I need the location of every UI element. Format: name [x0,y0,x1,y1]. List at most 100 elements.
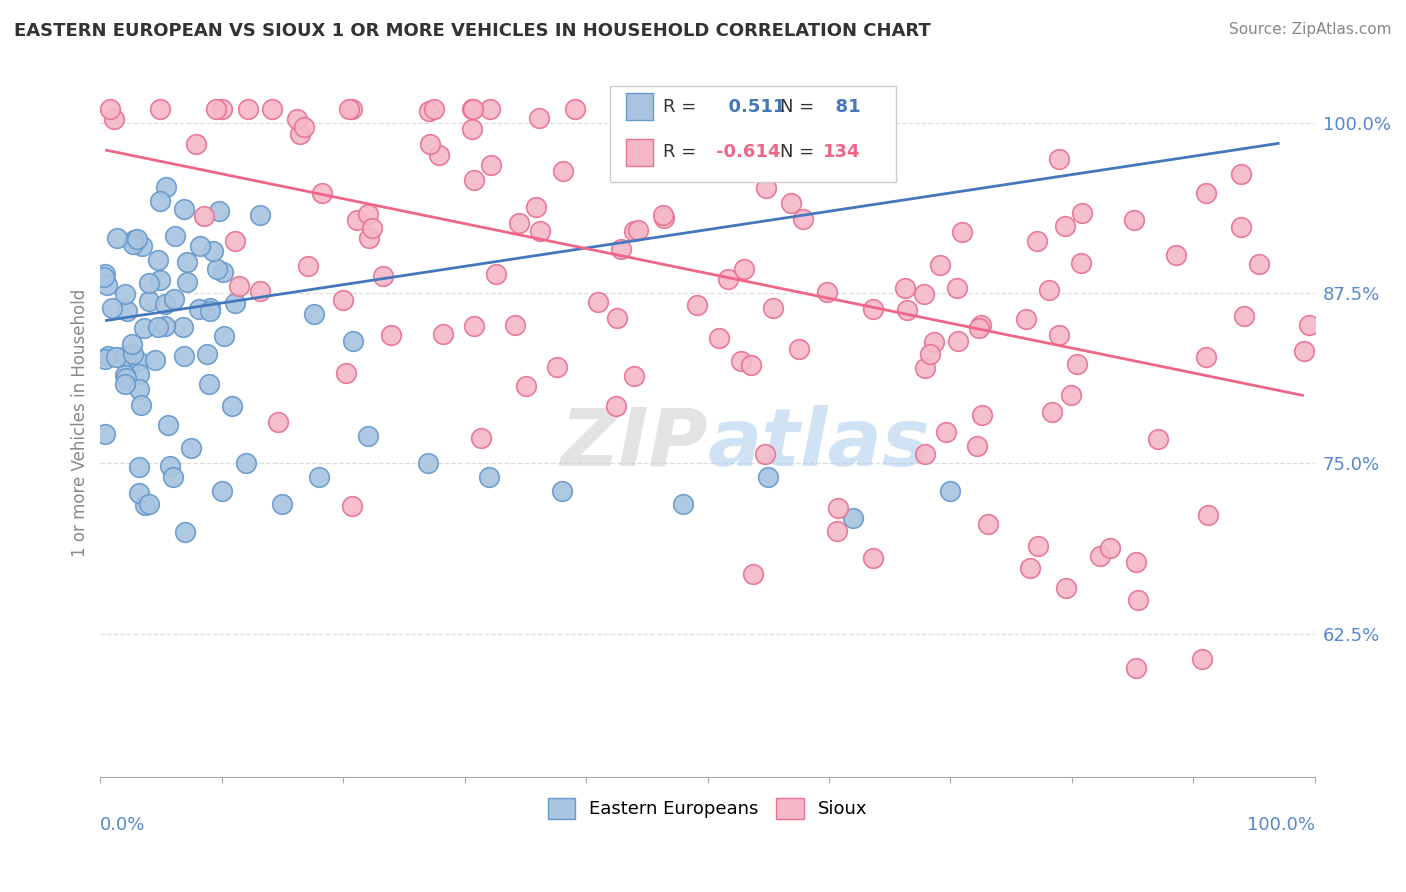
Point [419,136,441,151]
Point [526,200,548,214]
Point [262,103,284,117]
Point [478,470,501,484]
Point [479,158,502,172]
Point [235,457,257,471]
Point [342,334,364,348]
Point [862,550,884,565]
Point [418,457,440,471]
Point [156,417,179,432]
Point [1164,248,1187,262]
Point [914,361,936,376]
Point [335,366,357,380]
Point [503,318,526,333]
Point [198,376,221,391]
Point [862,301,884,316]
Point [212,264,235,278]
FancyBboxPatch shape [610,87,896,182]
Point [105,231,128,245]
Point [173,202,195,216]
Point [652,211,675,226]
Point [359,230,381,244]
Point [605,399,627,413]
Point [478,103,501,117]
Point [104,350,127,364]
Point [1247,257,1270,271]
Point [304,307,326,321]
Point [211,483,233,498]
Point [122,233,145,247]
Point [686,298,709,312]
Point [285,112,308,127]
Point [515,378,537,392]
Point [114,376,136,391]
Point [792,212,814,227]
Point [249,284,271,298]
Point [340,103,363,117]
Point [1070,256,1092,270]
Point [1015,311,1038,326]
Text: ZIP: ZIP [560,405,707,483]
Point [211,103,233,117]
FancyBboxPatch shape [626,138,652,166]
Point [93,269,115,284]
Point [972,408,994,422]
Point [1066,357,1088,371]
Point [461,103,484,117]
Point [461,103,484,117]
Point [224,234,246,248]
Text: 0.0%: 0.0% [100,815,146,833]
Point [121,336,143,351]
Point [825,524,848,539]
Point [153,297,176,311]
Point [148,253,170,268]
Text: EASTERN EUROPEAN VS SIOUX 1 OR MORE VEHICLES IN HOUSEHOLD CORRELATION CHART: EASTERN EUROPEAN VS SIOUX 1 OR MORE VEHI… [14,22,931,40]
Point [187,301,209,316]
Point [756,470,779,484]
Point [508,216,530,230]
Point [808,123,831,137]
Point [967,321,990,335]
Point [672,497,695,511]
Point [174,524,197,539]
Point [190,239,212,253]
Point [461,121,484,136]
FancyBboxPatch shape [626,94,652,120]
Point [1026,539,1049,553]
Point [842,511,865,525]
Point [717,272,740,286]
Point [228,279,250,293]
Point [606,311,628,326]
Point [758,145,780,160]
Point [134,498,156,512]
Point [96,278,118,293]
Text: N =: N = [780,143,814,161]
Point [143,353,166,368]
Point [1040,405,1063,419]
Point [221,400,243,414]
Point [470,431,492,445]
Point [1229,167,1251,181]
Text: Source: ZipAtlas.com: Source: ZipAtlas.com [1229,22,1392,37]
Point [131,239,153,253]
Text: -0.614: -0.614 [716,143,780,161]
Point [553,163,575,178]
Point [914,447,936,461]
Point [94,267,117,281]
Point [138,294,160,309]
Point [162,470,184,484]
Point [946,281,969,295]
Point [114,371,136,385]
Point [928,258,950,272]
Point [896,302,918,317]
Point [249,208,271,222]
Point [100,301,122,315]
Point [184,137,207,152]
Text: 0.511: 0.511 [716,98,786,116]
Point [115,350,138,364]
Point [212,329,235,343]
Point [236,103,259,117]
Point [527,112,550,126]
Point [380,327,402,342]
Point [98,103,121,117]
Text: R =: R = [662,98,696,116]
